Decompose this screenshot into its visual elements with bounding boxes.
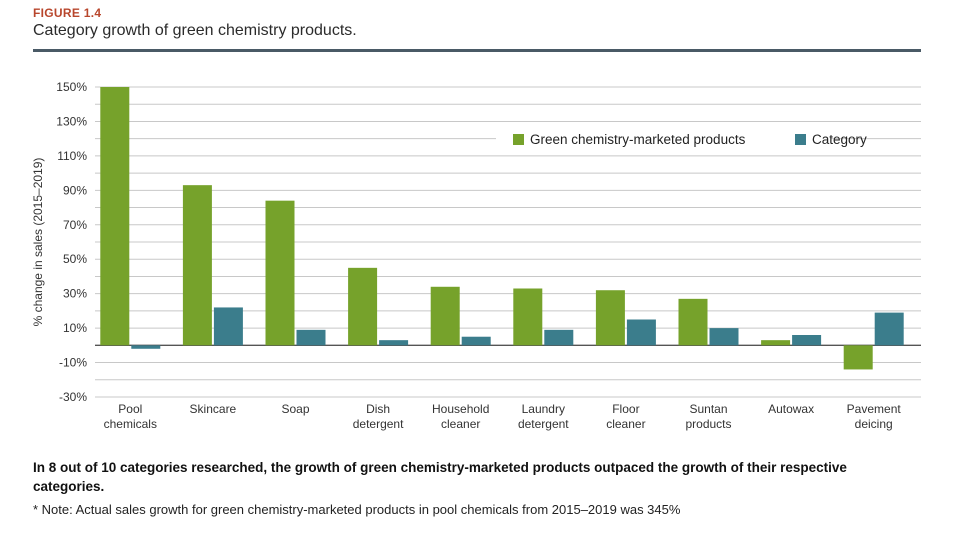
y-tick-label: 130%: [56, 114, 87, 128]
legend-entry: Green chemistry-marketed products: [530, 132, 746, 147]
y-tick-label: 70%: [63, 218, 87, 232]
y-tick-label: 10%: [63, 321, 87, 335]
bar-green-chemistry: [513, 288, 543, 346]
y-tick-label: -10%: [59, 356, 87, 370]
y-tick-label: -30%: [59, 390, 87, 404]
bar-category: [874, 312, 904, 346]
x-category-label: Skincare: [190, 402, 237, 416]
x-category-label: chemicals: [104, 417, 157, 431]
x-category-label: Soap: [281, 402, 309, 416]
legend: Green chemistry-marketed products Categor…: [496, 126, 867, 154]
bar-category: [544, 329, 574, 346]
legend-background: [496, 126, 831, 154]
bar-green-chemistry: [348, 267, 378, 346]
y-tick-label: 50%: [63, 252, 87, 266]
bars: [100, 87, 904, 370]
bar-chart: -30% -10% 10% 30% 50% 70% 90% 110% 130% 150% Pool…: [31, 80, 921, 431]
legend-entry: Category: [812, 132, 867, 147]
bar-category: [296, 329, 326, 346]
y-tick-label: 110%: [57, 149, 87, 163]
bar-green-chemistry: [761, 340, 791, 346]
bar-green-chemistry: [678, 298, 708, 346]
bar-green-chemistry: [265, 200, 295, 346]
chart-note: * Note: Actual sales growth for green ch…: [33, 502, 681, 517]
x-category-label: cleaner: [441, 417, 480, 431]
legend-swatch: [513, 134, 524, 145]
bar-green-chemistry: [100, 87, 130, 346]
bar-green-chemistry: [843, 345, 873, 370]
legend-swatch: [795, 134, 806, 145]
bar-category: [379, 340, 409, 346]
bar-category: [792, 335, 822, 346]
title-divider: [33, 49, 921, 52]
y-axis-label: % change in sales (2015–2019): [31, 158, 45, 327]
bar-green-chemistry: [430, 286, 460, 346]
bar-category: [131, 345, 161, 349]
x-category-label: Laundry: [522, 402, 565, 416]
x-category-label: Dish: [366, 402, 390, 416]
y-tick-label: 30%: [63, 287, 87, 301]
bar-category: [213, 307, 243, 346]
x-category-label: detergent: [353, 417, 404, 431]
bar-green-chemistry: [182, 185, 212, 346]
bar-green-chemistry: [595, 290, 625, 346]
figure-title: Category growth of green chemistry produ…: [33, 22, 357, 39]
x-category-label: products: [685, 417, 731, 431]
x-category-label: cleaner: [606, 417, 645, 431]
bar-category: [461, 336, 491, 346]
bar-category: [626, 319, 656, 346]
x-category-label: deicing: [855, 417, 893, 431]
chart-caption: In 8 out of 10 categories researched, th…: [33, 460, 847, 494]
x-category-label: Autowax: [768, 402, 814, 416]
figure-label: FIGURE 1.4: [33, 6, 102, 20]
x-category-label: Pool: [118, 402, 142, 416]
bar-category: [709, 328, 739, 346]
x-category-label: Pavement: [847, 402, 902, 416]
x-category-label: Floor: [612, 402, 639, 416]
x-category-label: Household: [432, 402, 489, 416]
y-tick-label: 150%: [56, 80, 87, 94]
x-category-label: Suntan: [689, 402, 727, 416]
y-tick-labels: -30% -10% 10% 30% 50% 70% 90% 110% 130% 150%: [56, 80, 87, 404]
y-tick-label: 90%: [63, 183, 87, 197]
x-category-label: detergent: [518, 417, 569, 431]
